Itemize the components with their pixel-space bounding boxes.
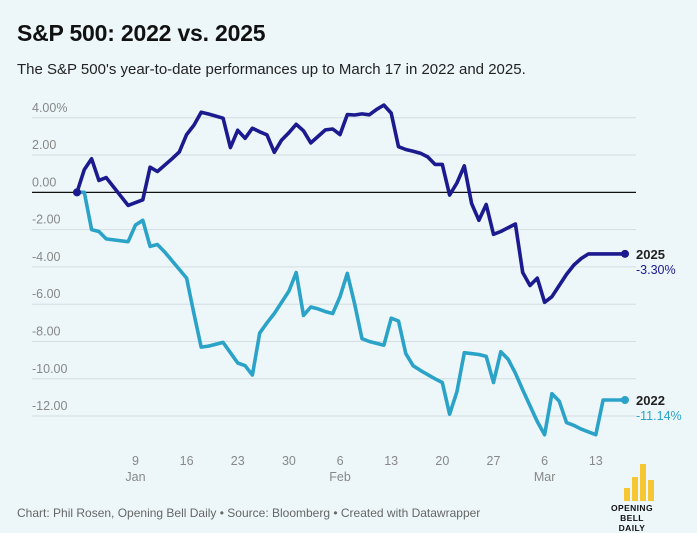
x-month-label: Mar [534,470,556,484]
series-2022-line [75,190,627,437]
series-2025-name: 2025 [636,247,665,262]
series-2022-value: -11.14% [636,409,682,423]
series-2022-name: 2022 [636,393,665,408]
x-tick-label: 9 [132,454,139,468]
y-tick-label: -8.00 [32,324,61,338]
x-tick-label: 13 [589,454,603,468]
x-month-label: Feb [329,470,351,484]
series-2025-line [75,103,627,305]
series-end-labels: 2022-11.14% 2025-3.30% [636,247,682,423]
y-tick-label: -12.00 [32,399,67,413]
logo-line-1: OPENING BELL [610,503,653,523]
x-tick-label: 20 [435,454,449,468]
y-tick-label: -10.00 [32,362,67,376]
series-2022-end-dot [621,396,629,405]
logo-line-2: DAILY [618,523,646,533]
x-tick-label: 13 [384,454,398,468]
x-tick-label: 23 [231,454,245,468]
x-month-label: Jan [125,470,145,484]
y-tick-label: -6.00 [32,287,61,301]
x-axis-tick-labels: 9 16 23 30 6 13 20 27 6 13 Jan Feb Mar [125,454,602,484]
y-tick-label: 2.00 [32,138,56,152]
y-tick-label: -2.00 [32,213,61,227]
opening-bell-daily-logo: OPENING BELL DAILY [600,462,664,533]
series-2025-end-dot [621,249,629,258]
line-chart: 4.00% 2.00 0.00 -2.00 -4.00 -6.00 -8.00 -10.00 -… [32,101,682,484]
chart-subtitle: The S&P 500's year-to-date performances … [17,61,526,78]
y-tick-label: -4.00 [32,250,61,264]
x-tick-label: 6 [541,454,548,468]
grid-lines [32,117,636,417]
x-tick-label: 30 [282,454,296,468]
y-tick-label: 0.00 [32,175,56,189]
series-lines [73,103,629,437]
chart-title: S&P 500: 2022 vs. 2025 [17,20,266,46]
y-tick-label: 4.00% [32,101,67,115]
chart-source-note: Chart: Phil Rosen, Opening Bell Daily • … [17,506,481,520]
series-2025-value: -3.30% [636,263,676,277]
x-tick-label: 27 [487,454,501,468]
x-tick-label: 16 [180,454,194,468]
y-axis-tick-labels: 4.00% 2.00 0.00 -2.00 -4.00 -6.00 -8.00 -10.00 -… [32,101,67,413]
x-tick-label: 6 [337,454,344,468]
bar-logo-icon [624,464,654,501]
series-2025-start-dot [73,188,81,197]
